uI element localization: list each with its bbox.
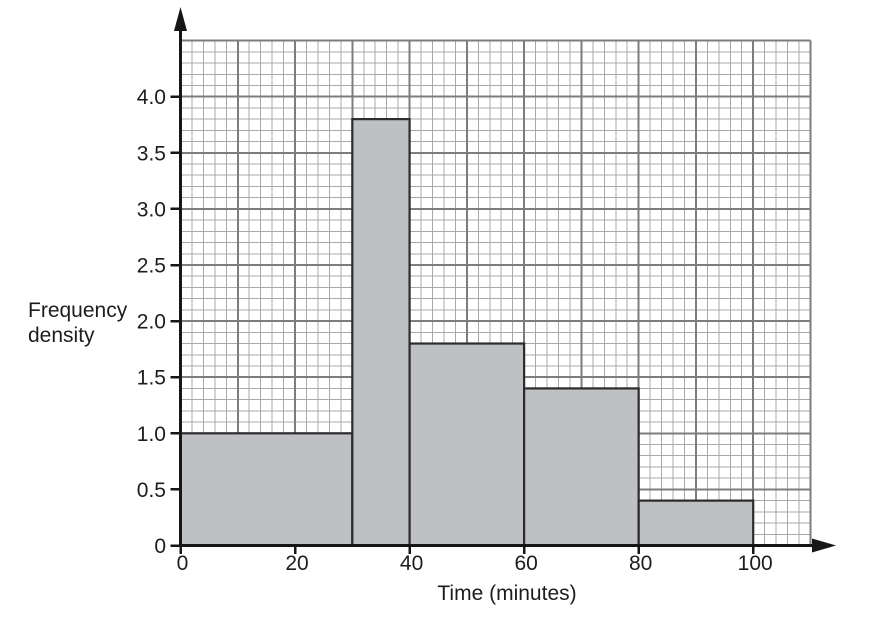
y-axis-title-line1: Frequency [28,299,128,322]
x-axis-arrow-icon [812,538,836,553]
y-axis-arrow-icon [174,7,187,31]
y-tick-label-2.0: 2.0 [137,311,166,334]
y-tick-label-3.5: 3.5 [137,142,166,165]
bar-80-100 [637,499,755,547]
x-tick-label-0: 0 [177,552,189,575]
bar-30-40 [351,118,411,547]
y-tick-label-4.0: 4.0 [137,86,166,109]
bar-60-80 [523,387,640,547]
bar-40-60 [408,342,526,547]
y-tick-label-0.5: 0.5 [137,479,166,502]
y-tick-label-1.5: 1.5 [137,367,166,390]
x-axis-title: Time (minutes) [437,582,576,605]
x-tick-label-40: 40 [400,552,423,575]
bar-0-30 [179,432,354,547]
x-tick-label-80: 80 [629,552,652,575]
y-tick-label-1.0: 1.0 [137,423,166,446]
x-tick-label-100: 100 [738,552,773,575]
x-tick-label-20: 20 [285,552,308,575]
y-tick-label-2.5: 2.5 [137,255,166,278]
y-tick-label-3.0: 3.0 [137,198,166,221]
y-axis-title-line2: density [28,324,95,347]
tick-marks-and-labels: 0 0.5 1.0 1.5 2.0 2.5 3.0 3.5 4.0 0 20 40 60 80 100 [137,86,773,575]
x-tick-label-60: 60 [514,552,537,575]
y-tick-label-0: 0 [154,535,166,558]
axes [174,7,836,553]
